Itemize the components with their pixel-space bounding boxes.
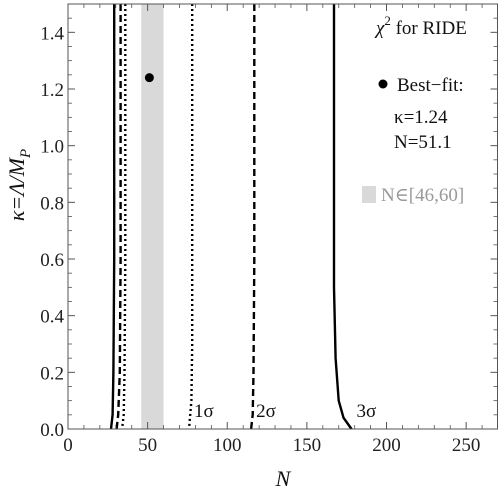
band-legend: N∈[46,60] (362, 185, 464, 206)
band-legend-swatch (362, 186, 376, 203)
svg-text:χ2 for RIDE: χ2 for RIDE (374, 13, 467, 39)
legend-title-chi: χ (374, 18, 385, 39)
contour-dashed-right (249, 4, 256, 430)
y-axis-title-subscript: P (18, 149, 34, 159)
y-axis-title-main: κ=Λ/M (4, 156, 29, 221)
axes: 0 50 100 150 200 250 0.0 0.2 0.4 0.6 0.8 1.0 1.2 1.4 (40, 3, 498, 456)
x-tick-label: 0 (63, 435, 73, 456)
sigma-label-3: 3σ (356, 401, 376, 422)
contour-solid-right (332, 4, 353, 430)
y-tick-label: 1.2 (40, 80, 64, 101)
y-tick-label: 0.2 (40, 363, 64, 384)
x-axis-title: N (275, 466, 292, 491)
n-band (141, 4, 164, 429)
sigma-label-1: 1σ (194, 401, 214, 422)
best-fit-label: Best−fit: (397, 75, 464, 96)
legend-title-rest: for RIDE (391, 18, 467, 39)
y-tick-label: 0.0 (40, 420, 64, 441)
y-tick-label: 0.6 (40, 250, 64, 271)
contour-dotted-right (187, 4, 194, 430)
y-tick-label: 0.8 (40, 193, 64, 214)
band-legend-label: N∈[46,60] (381, 185, 464, 206)
x-tick-label: 250 (452, 435, 481, 456)
sigma-label-2: 2σ (256, 401, 276, 422)
x-tick-label: 200 (372, 435, 401, 456)
best-fit-point (144, 73, 154, 83)
y-tick-label: 1.4 (40, 23, 64, 44)
legend-title: χ2 for RIDE (374, 13, 467, 39)
contour-solid-left (109, 4, 116, 430)
contour-dotted-left (120, 4, 127, 430)
x-tick-label: 150 (293, 435, 322, 456)
legend-title-superscript: 2 (384, 13, 391, 28)
best-fit-n: N=51.1 (394, 132, 452, 153)
best-fit-legend-marker (378, 79, 388, 89)
best-fit-kappa: κ=1.24 (394, 107, 448, 128)
y-tick-label: 0.4 (40, 307, 64, 328)
plot-frame (67, 3, 498, 430)
plot-area: 1σ 2σ 3σ (109, 4, 376, 430)
best-fit-legend: Best−fit: κ=1.24 N=51.1 (378, 75, 464, 153)
y-axis-title: κ=Λ/MP (4, 149, 34, 221)
y-tick-label: 1.0 (40, 137, 64, 158)
x-tick-label: 100 (213, 435, 242, 456)
contour-dashed-left (115, 4, 122, 430)
x-tick-label: 50 (138, 435, 157, 456)
